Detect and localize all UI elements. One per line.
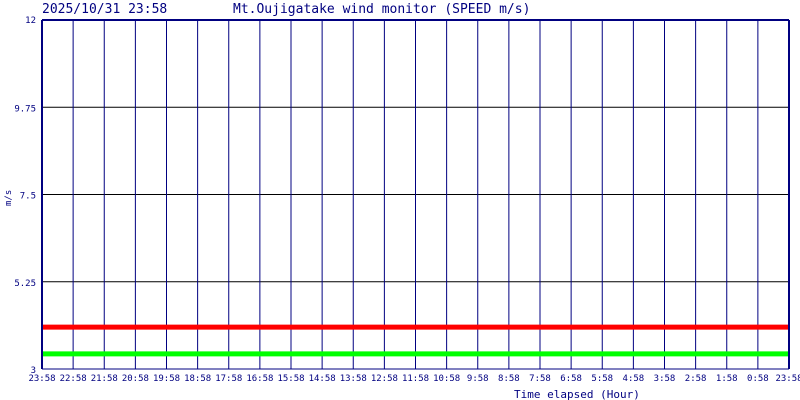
- x-tick-label: 15:58: [277, 374, 304, 384]
- x-tick-label: 8:58: [498, 374, 520, 384]
- x-tick-label: 1:58: [716, 374, 738, 384]
- y-tick-label: 9.75: [14, 104, 36, 114]
- x-tick-label: 3:58: [654, 374, 676, 384]
- x-tick-label: 11:58: [402, 374, 429, 384]
- y-tick-label: 3: [31, 366, 36, 376]
- x-tick-label: 18:58: [184, 374, 211, 384]
- chart-title: Mt.Oujigatake wind monitor (SPEED m/s): [233, 2, 530, 17]
- y-tick-label: 5.25: [14, 279, 36, 289]
- y-tick-label: 7.5: [20, 192, 36, 202]
- x-tick-label: 21:58: [91, 374, 118, 384]
- x-tick-label: 4:58: [623, 374, 645, 384]
- x-axis-label: Time elapsed (Hour): [514, 388, 640, 400]
- x-tick-label: 20:58: [122, 374, 149, 384]
- x-tick-label: 10:58: [433, 374, 460, 384]
- x-tick-label: 2:58: [685, 374, 707, 384]
- x-tick-label: 0:58: [747, 374, 769, 384]
- x-tick-label: 12:58: [371, 374, 398, 384]
- x-tick-label: 19:58: [153, 374, 180, 384]
- x-tick-label: 9:58: [467, 374, 489, 384]
- x-tick-label: 16:58: [246, 374, 273, 384]
- x-tick-label: 23:58: [28, 374, 55, 384]
- y-tick-label: 12: [25, 16, 36, 26]
- x-tick-label: 22:58: [60, 374, 87, 384]
- timestamp: 2025/10/31 23:58: [42, 2, 167, 17]
- x-tick-label: 14:58: [309, 374, 336, 384]
- y-axis-label: m/s: [4, 190, 14, 206]
- x-tick-label: 23:58: [775, 374, 800, 384]
- x-tick-label: 7:58: [529, 374, 551, 384]
- x-tick-label: 17:58: [215, 374, 242, 384]
- x-tick-label: 13:58: [340, 374, 367, 384]
- x-tick-label: 6:58: [560, 374, 582, 384]
- x-tick-label: 5:58: [591, 374, 613, 384]
